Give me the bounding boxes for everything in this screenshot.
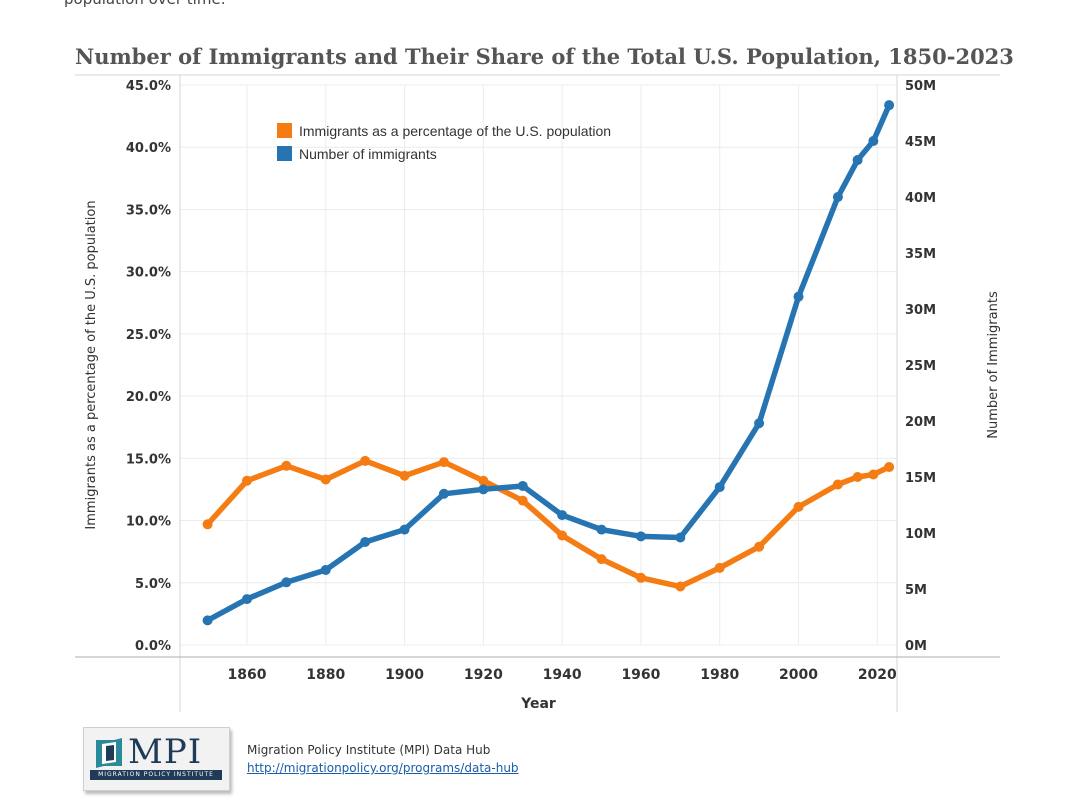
count-data-point — [852, 155, 863, 166]
y-right-tick-label: 45M — [905, 135, 936, 150]
y-right-axis-title: Number of Immigrants — [986, 291, 1001, 439]
mpi-logo[interactable]: MPI MIGRATION POLICY INSTITUTE — [83, 727, 230, 791]
y-right-tick-label: 50M — [905, 79, 936, 94]
legend-swatch — [277, 123, 292, 138]
count-data-point — [478, 484, 489, 495]
percent-data-point — [635, 572, 646, 583]
count-data-point — [675, 532, 686, 543]
count-data-point — [399, 524, 410, 535]
percent-data-point — [852, 472, 863, 482]
percent-data-point — [438, 457, 449, 468]
percent-data-point — [868, 469, 879, 480]
x-tick-label: 1940 — [543, 667, 582, 683]
y-left-tick-label: 35.0% — [126, 203, 171, 218]
legend-swatch — [277, 146, 292, 161]
x-tick-label: 1920 — [464, 667, 503, 683]
x-tick-label: 1880 — [306, 667, 345, 683]
chart: 1860 1880 1900 1920 1940 1960 1980 2000 2020 0.0%… — [75, 74, 1001, 712]
percent-data-point — [320, 474, 331, 485]
data-hub-link[interactable]: http://migrationpolicy.org/programs/data… — [247, 761, 519, 775]
percent-data-point — [884, 462, 895, 473]
legend-label: Immigrants as a percentage of the U.S. p… — [299, 123, 611, 139]
percent-data-point — [399, 470, 410, 481]
x-tick-label: 1900 — [385, 667, 424, 683]
percent-data-point — [241, 475, 252, 486]
count-data-point — [793, 291, 804, 302]
percent-data-point — [360, 455, 371, 466]
mpi-logo-text: MPI — [128, 732, 203, 772]
percent-data-point — [754, 541, 765, 552]
y-right-tick-label: 5M — [905, 583, 927, 598]
y-right-tick-label: 10M — [905, 527, 936, 542]
count-data-point — [754, 418, 765, 429]
count-data-point — [202, 615, 213, 626]
y-left-tick-label: 20.0% — [126, 390, 171, 405]
y-right-tick-label: 25M — [905, 359, 936, 374]
count-data-point — [517, 480, 528, 491]
mpi-logo-mark-icon — [96, 738, 122, 768]
y-right-tick-label: 15M — [905, 471, 936, 486]
percent-data-point — [517, 495, 528, 506]
y-left-tick-label: 30.0% — [126, 266, 171, 281]
percent-series-line — [204, 458, 892, 590]
y-right-tick-label: 0M — [905, 639, 927, 654]
source-text: Migration Policy Institute (MPI) Data Hu… — [247, 743, 491, 757]
x-axis-title: Year — [520, 696, 556, 712]
count-data-point — [714, 482, 725, 493]
chart-title: Number of Immigrants and Their Share of … — [75, 44, 1014, 69]
percent-data-point — [478, 475, 489, 486]
x-tick-label: 1960 — [621, 667, 660, 683]
count-data-point — [241, 594, 252, 605]
x-tick-label: 2000 — [779, 667, 818, 683]
percent-data-point — [675, 581, 686, 592]
y-left-tick-label: 15.0% — [126, 452, 171, 467]
count-data-point — [868, 136, 879, 146]
y-left-tick-label: 25.0% — [126, 328, 171, 343]
count-data-point — [557, 510, 568, 521]
y-left-tick-label: 45.0% — [126, 79, 171, 94]
count-series-line — [204, 102, 892, 624]
legend-label: Number of immigrants — [299, 146, 437, 162]
percent-data-point — [832, 479, 843, 490]
count-data-point — [832, 192, 843, 202]
y-left-axis-title: Immigrants as a percentage of the U.S. p… — [84, 200, 99, 529]
y-right-tick-label: 40M — [905, 191, 936, 206]
count-data-point — [360, 536, 371, 547]
count-data-point — [438, 488, 449, 499]
percent-data-point — [596, 554, 607, 565]
count-data-point — [320, 564, 331, 575]
x-tick-label: 1860 — [227, 667, 266, 683]
count-data-point — [635, 531, 646, 542]
percent-data-point — [714, 562, 725, 573]
intro-text: population over time. — [64, 0, 225, 8]
y-right-tick-label: 35M — [905, 247, 936, 262]
percent-data-point — [557, 530, 568, 541]
y-left-tick-label: 5.0% — [135, 577, 171, 592]
count-data-point — [596, 524, 607, 535]
x-tick-label: 2020 — [858, 667, 897, 683]
y-left-tick-label: 0.0% — [135, 639, 171, 654]
y-left-tick-label: 10.0% — [126, 515, 171, 530]
x-tick-label: 1980 — [700, 667, 739, 683]
y-left-tick-label: 40.0% — [126, 141, 171, 156]
percent-data-point — [202, 519, 213, 530]
count-data-point — [281, 577, 292, 588]
percent-data-point — [793, 501, 804, 512]
percent-data-point — [281, 460, 292, 471]
y-right-tick-label: 30M — [905, 303, 936, 318]
mpi-logo-band: MIGRATION POLICY INSTITUTE — [90, 770, 222, 780]
count-data-point — [884, 100, 895, 111]
y-right-tick-label: 20M — [905, 415, 936, 430]
